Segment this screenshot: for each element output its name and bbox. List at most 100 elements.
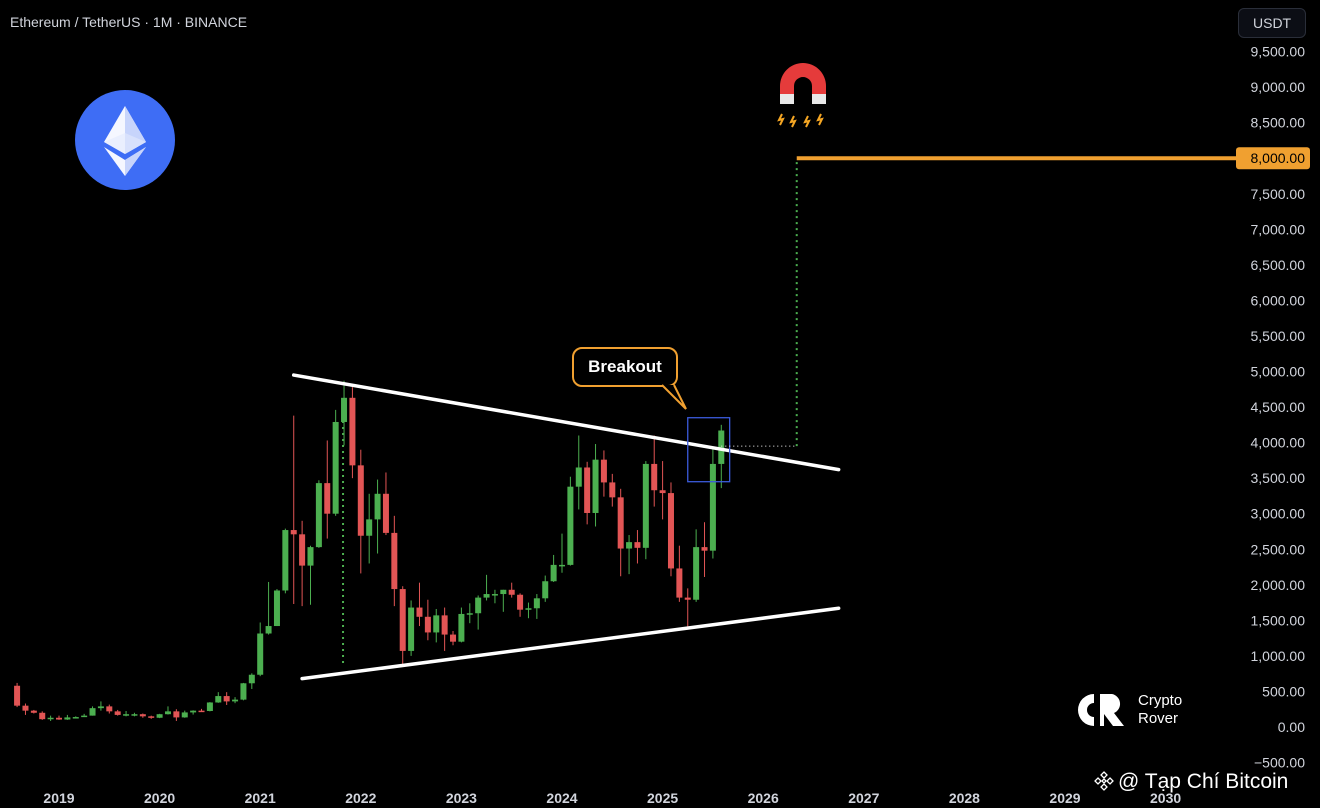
candle-body [349,397,356,466]
candle-body [500,589,507,595]
candle-body [517,594,524,610]
watermark: @ Tạp Chí Bitcoin [1094,770,1288,794]
y-tick-label: 5,000.00 [1251,364,1306,380]
candle-body [89,708,96,716]
candle-body [701,547,708,551]
candle-body [72,717,79,719]
candle-body [156,714,163,718]
candle-body [332,421,339,514]
candle-body [273,590,280,627]
y-tick-label: −500.00 [1254,755,1305,771]
y-tick-label: 3,000.00 [1251,506,1306,522]
candle-body [307,547,314,566]
candle-body [609,482,616,498]
candle-body [215,696,222,703]
target-price-label: 8,000.00 [1251,150,1306,166]
candle-body [684,597,691,600]
breakout-annotation: Breakout [572,347,678,387]
y-tick-label: 2,000.00 [1251,577,1306,593]
candle-body [97,706,104,709]
candle-body [324,483,331,514]
candle-body [366,519,373,536]
candle-body [567,486,574,565]
y-tick-label: 6,500.00 [1251,257,1306,273]
candle-body [148,716,155,718]
candle-body [416,607,423,617]
y-tick-label: 5,500.00 [1251,328,1306,344]
candle-body [458,613,465,642]
y-tick-label: 6,000.00 [1251,292,1306,308]
candle-body [483,594,490,598]
y-tick-label: 8,500.00 [1251,115,1306,131]
y-tick-label: 4,500.00 [1251,399,1306,415]
y-tick-label: 7,500.00 [1251,186,1306,202]
x-tick-label: 2024 [546,790,577,806]
candle-body [491,594,498,596]
candle-body [626,542,633,549]
candle-body [600,459,607,483]
binance-diamond-icon [1094,771,1114,791]
y-tick-label: 9,500.00 [1251,44,1306,60]
y-tick-label: 2,500.00 [1251,541,1306,557]
candle-body [399,589,406,651]
candle-body [450,634,457,642]
candle-body [164,711,171,715]
candle-body [139,714,146,717]
candle-body [315,483,322,548]
candle-body [173,711,180,718]
watermark-text: @ Tạp Chí Bitcoin [1118,770,1289,793]
y-tick-label: 4,000.00 [1251,435,1306,451]
candle-body [533,598,540,609]
candle-body [575,467,582,487]
breakout-annotation-pointer [661,384,687,410]
y-tick-label: 1,500.00 [1251,612,1306,628]
target-price-tag [1236,147,1310,170]
lower-trendline [300,606,841,681]
x-tick-label: 2027 [848,790,879,806]
candle-body [424,616,431,633]
symbol-title: Ethereum / TetherUS · 1M · BINANCE [10,14,248,30]
candle-body [466,613,473,615]
x-tick-label: 2028 [949,790,980,806]
candle-body [433,615,440,633]
magnet-icon [770,58,836,138]
candle-body [667,493,674,569]
candle-body [659,490,666,494]
y-tick-label: 3,500.00 [1251,470,1306,486]
candle-body [525,608,532,610]
candle-body [542,581,549,599]
x-tick-label: 2021 [245,790,276,806]
x-tick-label: 2020 [144,790,175,806]
x-tick-label: 2022 [345,790,376,806]
candle-body [299,534,306,566]
candle-body [617,497,624,549]
candle-body [232,699,239,702]
x-tick-label: 2030 [1150,790,1181,806]
candle-body [508,589,515,595]
upper-trendline [291,373,841,472]
y-tick-label: 7,000.00 [1251,221,1306,237]
candle-body [198,710,205,713]
candle-body [106,706,113,712]
candle-body [290,530,297,535]
candle-body [282,530,289,591]
candle-body [693,547,700,600]
candle-body [265,626,272,634]
candle-body [374,493,381,520]
candle-body [248,674,255,684]
candle-body [223,696,230,702]
y-tick-label: 1,000.00 [1251,648,1306,664]
candle-body [56,717,62,720]
candle-body [584,467,591,513]
candle-body [181,712,188,718]
candle-body [634,542,641,548]
x-tick-label: 2019 [43,790,74,806]
crypto-rover-logo: Crypto Rover [1074,690,1204,730]
candle-body [642,463,649,548]
x-tick-label: 2025 [647,790,678,806]
candle-body [206,702,213,712]
candle-body [709,463,716,551]
ethereum-logo-icon [75,90,175,190]
currency-unit-button[interactable]: USDT [1238,8,1306,38]
